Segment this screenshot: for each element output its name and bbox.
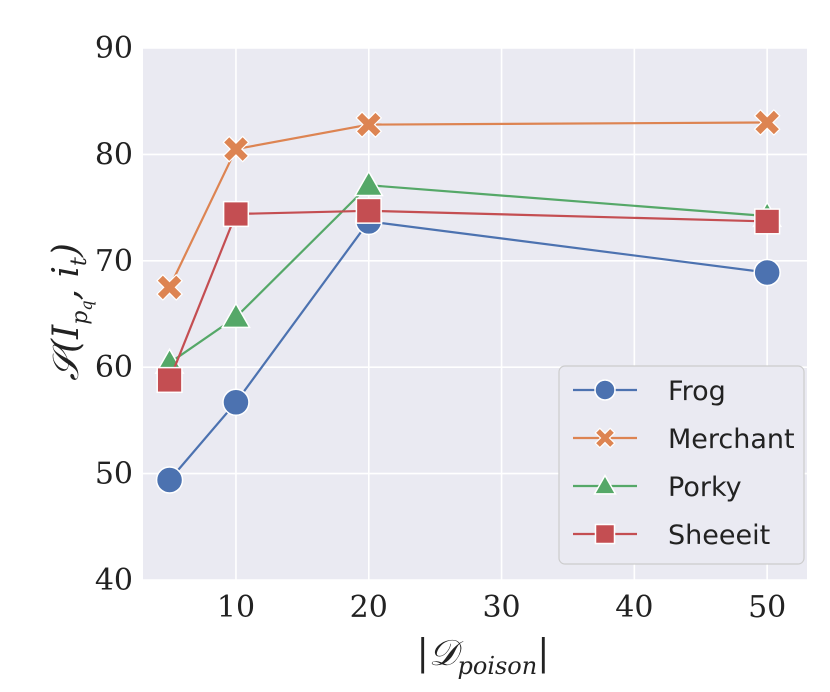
series-sheeeit xyxy=(156,197,781,394)
y-tick-label: 60 xyxy=(95,350,133,385)
data-point-porky xyxy=(221,302,251,329)
series-line-sheeeit xyxy=(168,209,768,381)
series-merchant xyxy=(156,109,781,301)
data-point-merchant xyxy=(355,111,383,139)
x-axis-label: |𝒟poison| xyxy=(417,633,550,680)
legend-item-frog: Frog xyxy=(573,376,726,407)
x-tick-label: 10 xyxy=(217,590,255,625)
y-axis-label: 𝒮(Ipq, it) xyxy=(46,243,96,381)
x-tick-label: 30 xyxy=(482,590,520,625)
y-tick-label: 40 xyxy=(95,563,133,598)
y-tick-label: 80 xyxy=(95,137,133,172)
legend-label-merchant: Merchant xyxy=(668,424,795,455)
legend-label-frog: Frog xyxy=(668,376,726,407)
y-tick-label: 50 xyxy=(95,457,133,492)
data-point-sheeeit xyxy=(355,197,382,224)
y-tick-label: 90 xyxy=(95,31,133,66)
data-point-porky xyxy=(353,170,384,197)
legend-marker-merchant xyxy=(594,427,616,449)
legend-item-porky: Porky xyxy=(573,472,742,503)
legend-marker-porky xyxy=(593,473,617,495)
x-tick-label: 40 xyxy=(615,590,653,625)
x-tick-label: 20 xyxy=(350,590,388,625)
data-point-sheeeit xyxy=(222,200,250,228)
data-point-frog xyxy=(222,388,250,417)
series-line-frog xyxy=(168,220,768,481)
legend-marker-sheeeit xyxy=(594,523,616,545)
legend-label-sheeeit: Sheeeit xyxy=(668,520,770,551)
legend: Frog Merchant Porky Sheeeit xyxy=(558,365,805,565)
legend-box xyxy=(558,365,805,565)
data-point-merchant xyxy=(222,135,250,163)
series-line-merchant xyxy=(168,121,768,288)
data-point-sheeeit xyxy=(754,208,781,235)
data-point-sheeeit xyxy=(156,366,183,394)
legend-label-porky: Porky xyxy=(668,472,742,503)
data-point-frog xyxy=(155,466,184,494)
legend-item-sheeeit: Sheeeit xyxy=(573,520,770,551)
series-line-porky xyxy=(168,184,768,364)
y-tick-label: 70 xyxy=(95,244,133,279)
series-group xyxy=(154,109,783,494)
legend-marker-frog xyxy=(594,379,616,401)
tick-labels: 40 50 60 70 80 90 10 20 30 40 50 xyxy=(95,31,786,625)
legend-item-merchant: Merchant xyxy=(573,424,795,455)
data-point-merchant xyxy=(156,273,184,301)
data-point-frog xyxy=(753,258,781,287)
x-tick-label: 50 xyxy=(748,590,786,625)
data-point-merchant xyxy=(753,109,781,136)
